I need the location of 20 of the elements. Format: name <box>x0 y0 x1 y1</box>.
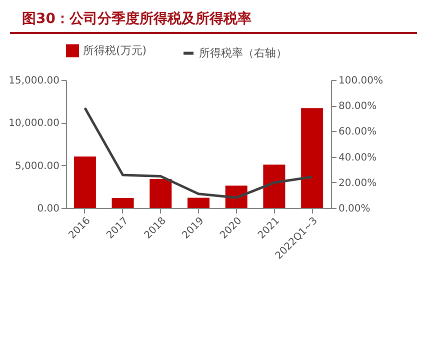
y2-tick-label: 40.00% <box>338 152 377 164</box>
legend-label: 所得税(万元) <box>83 44 147 57</box>
bar <box>112 198 134 208</box>
bar <box>301 108 324 208</box>
bar <box>74 156 96 208</box>
chart-title: 图30：公司分季度所得税及所得税率 <box>10 0 417 34</box>
bar <box>263 164 286 208</box>
y-tick-label: 10,000.00 <box>8 118 60 130</box>
y-tick-label: 15,000.00 <box>8 76 60 86</box>
bar <box>188 198 210 208</box>
line-series <box>84 106 314 199</box>
y2-tick-label: 80.00% <box>338 101 377 112</box>
y2-tick-label: 20.00% <box>338 178 377 189</box>
legend-label: 所得税率（右轴） <box>199 46 287 60</box>
y2-tick-label: 100.00% <box>338 76 383 86</box>
bar <box>150 178 172 208</box>
y-tick-label: 5,000.00 <box>14 160 60 172</box>
y2-tick-label: 0.00% <box>338 204 370 214</box>
y-tick-label: 0.00 <box>37 204 60 214</box>
y2-tick-label: 60.00% <box>338 126 377 138</box>
